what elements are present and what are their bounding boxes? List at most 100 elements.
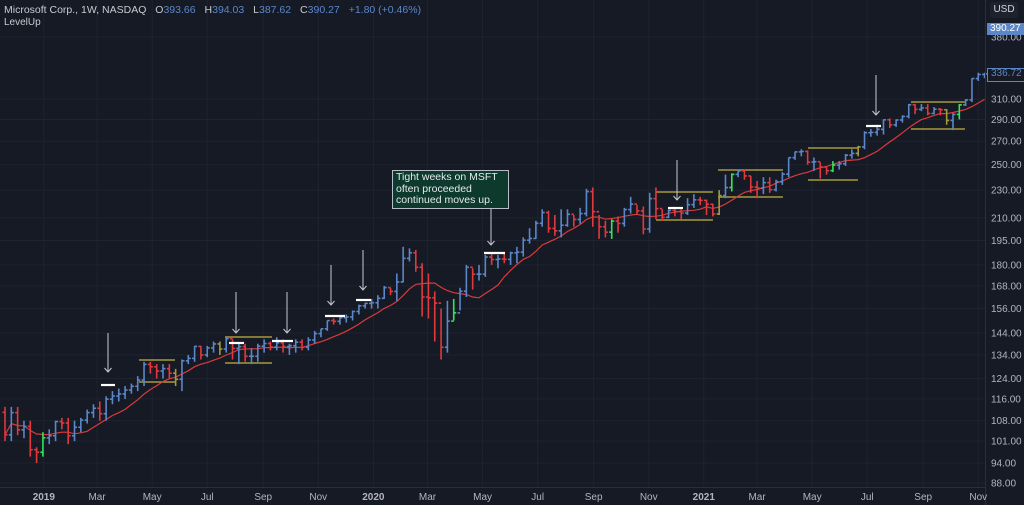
- price-tick-label: 270.00: [991, 137, 1022, 148]
- price-bar: [135, 376, 141, 392]
- price-bar: [495, 254, 501, 269]
- price-bar: [444, 300, 450, 353]
- price-bar: [571, 213, 577, 227]
- price-bar: [413, 250, 419, 272]
- tight-week-markers: [101, 124, 881, 387]
- price-bar: [394, 273, 400, 301]
- price-bar: [691, 194, 697, 208]
- price-bar: [912, 103, 918, 115]
- price-tick-label: 94.00: [991, 459, 1016, 470]
- high-label: H: [204, 4, 213, 16]
- price-bar: [546, 210, 552, 233]
- price-bar: [729, 173, 735, 192]
- symbol-legend: Microsoft Corp., 1W, NASDAQ O393.66 H394…: [4, 4, 421, 16]
- price-bar: [160, 364, 166, 379]
- price-bar: [40, 432, 46, 457]
- price-tick-label: 134.00: [991, 350, 1022, 361]
- price-bar: [59, 417, 65, 430]
- price-bar: [78, 417, 84, 433]
- arrow-head: [283, 328, 291, 334]
- price-bar: [944, 108, 950, 125]
- price-bar: [223, 337, 229, 353]
- price-bar: [350, 310, 356, 321]
- price-bar: [564, 209, 570, 227]
- price-bar: [343, 314, 349, 323]
- time-tick-label: 2021: [693, 492, 716, 503]
- price-bar: [179, 359, 185, 392]
- price-bar: [539, 209, 545, 227]
- price-bar: [906, 103, 912, 119]
- price-bar: [666, 209, 672, 219]
- price-tick-label: 108.00: [991, 416, 1022, 427]
- price-bar: [147, 361, 153, 374]
- time-tick-label: Mar: [88, 492, 106, 503]
- price-bar: [381, 285, 387, 300]
- price-bar: [647, 192, 653, 233]
- price-bar: [830, 161, 836, 173]
- price-bar: [609, 219, 615, 239]
- price-bar: [331, 318, 337, 325]
- price-bar: [198, 345, 204, 360]
- price-bar: [8, 406, 14, 442]
- ohlc-bars: [2, 72, 988, 464]
- down-arrow-icon: [359, 250, 367, 291]
- price-tick-label: 195.00: [991, 236, 1022, 247]
- price-bar: [741, 169, 747, 180]
- price-bar: [754, 180, 760, 199]
- price-bar: [122, 386, 128, 399]
- price-bar: [722, 174, 728, 199]
- price-bar: [324, 319, 330, 331]
- price-bar: [406, 248, 412, 262]
- time-tick-label: Sep: [914, 492, 932, 503]
- indicator-name[interactable]: LevelUp: [4, 17, 41, 28]
- down-arrow-icon: [872, 75, 880, 116]
- price-bar: [141, 361, 147, 387]
- price-bar: [843, 153, 849, 166]
- arrow-head: [104, 367, 112, 373]
- low-label: L: [253, 4, 259, 16]
- price-bar: [596, 210, 602, 239]
- price-bar: [937, 108, 943, 116]
- close-value: 390.27: [307, 4, 340, 16]
- time-axis[interactable]: 2019 Mar May Jul Sep Nov 2020 Mar May Jul Sep Nov 20…: [33, 492, 987, 503]
- price-bar: [868, 129, 874, 137]
- open-value: 393.66: [163, 4, 196, 16]
- price-bar: [230, 337, 236, 360]
- price-bar: [678, 209, 684, 220]
- price-bar: [508, 251, 514, 265]
- currency-button[interactable]: USD: [990, 2, 1018, 18]
- price-bar: [173, 368, 179, 387]
- price-bar: [192, 345, 198, 362]
- arrow-head: [359, 285, 367, 291]
- price-bar: [432, 291, 438, 342]
- price-bar: [615, 216, 621, 233]
- price-bar: [166, 364, 172, 379]
- down-arrow-icon: [104, 333, 112, 373]
- price-bar: [185, 354, 191, 365]
- price-bar: [46, 429, 52, 445]
- time-tick-label: Jul: [531, 492, 544, 503]
- price-bar: [242, 343, 248, 362]
- price-bar: [672, 207, 678, 217]
- price-bar: [425, 273, 431, 319]
- time-tick-label: Nov: [640, 492, 658, 503]
- price-bar: [451, 298, 457, 322]
- price-bar: [21, 420, 27, 439]
- price-bar: [899, 115, 905, 123]
- price-bar: [786, 156, 792, 178]
- price-bar: [621, 207, 627, 227]
- price-bar: [211, 341, 217, 353]
- price-bar: [103, 396, 109, 421]
- price-bar: [312, 330, 318, 344]
- price-axis[interactable]: 88.00 94.00 101.00 108.00 116.00 124.00 134.00…: [991, 33, 1022, 490]
- price-bar: [824, 166, 830, 175]
- time-tick-label: May: [803, 492, 822, 503]
- price-bar: [457, 287, 463, 314]
- annotation-note[interactable]: Tight weeks on MSFT often proceeded cont…: [392, 170, 509, 209]
- price-bar: [760, 177, 766, 195]
- price-bar: [204, 345, 210, 358]
- price-tick-label: 310.00: [991, 95, 1022, 106]
- time-tick-label: Jul: [861, 492, 874, 503]
- price-bar: [811, 157, 817, 171]
